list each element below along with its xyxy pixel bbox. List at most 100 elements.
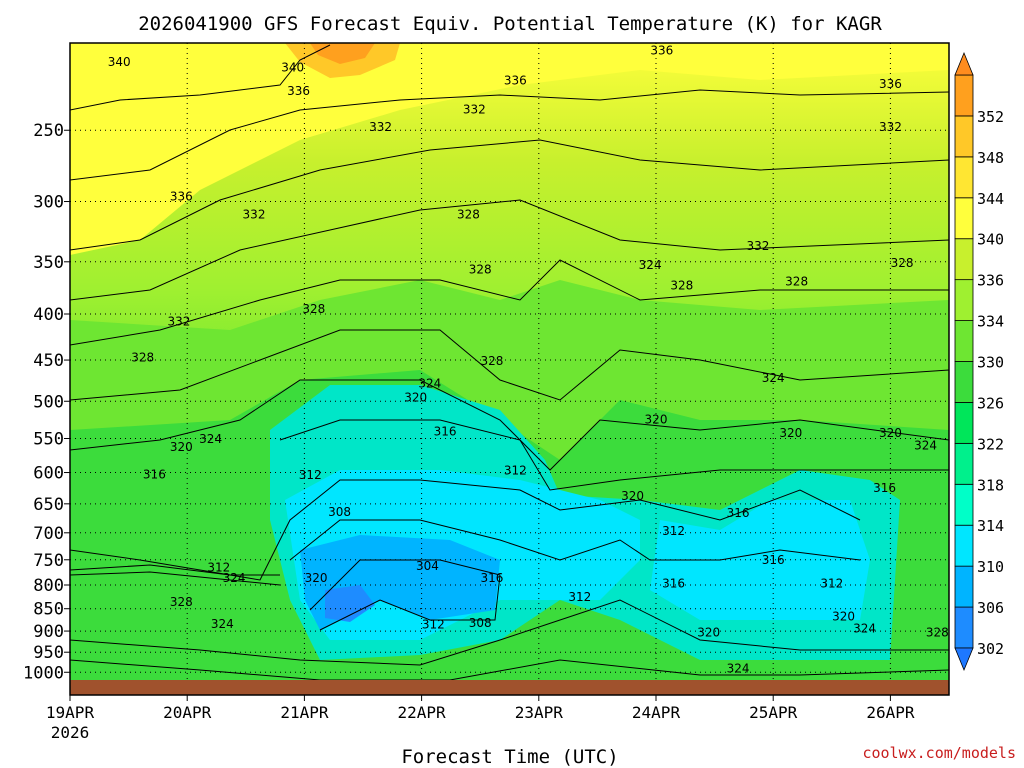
contour-line <box>279 419 949 491</box>
contour-label: 320 <box>879 426 902 440</box>
colorbar-segment <box>954 197 974 240</box>
colorbar-label: 352 <box>977 108 1004 126</box>
field-region-orange-inner <box>310 43 375 64</box>
contour-label: 316 <box>727 506 750 520</box>
colorbar-segment <box>954 606 974 649</box>
contour-label: 312 <box>299 468 322 482</box>
x-tick-label: 24APR <box>632 703 681 722</box>
y-tick-label: 650 <box>33 495 64 515</box>
contour-label: 328 <box>670 279 693 293</box>
colorbar-segment <box>954 74 974 117</box>
colorbar-label: 314 <box>977 517 1004 535</box>
contour-label: 324 <box>211 617 234 631</box>
ground-strip <box>70 680 949 695</box>
y-tick-label: 800 <box>33 576 64 596</box>
contour-label: 324 <box>199 432 222 446</box>
colorbar-label: 322 <box>977 435 1004 453</box>
contour-label: 328 <box>469 263 492 277</box>
contour-line <box>70 89 949 181</box>
contour-label: 316 <box>143 467 166 481</box>
colorbar-label: 310 <box>977 558 1004 576</box>
contour-label: 328 <box>131 350 154 364</box>
contour-line <box>70 571 281 586</box>
colorbar-segment <box>954 156 974 199</box>
contour-label: 312 <box>207 561 230 575</box>
colorbar-label: 302 <box>977 640 1004 658</box>
contour-label: 316 <box>662 577 685 591</box>
contour-label: 324 <box>418 377 441 391</box>
contour-label: 340 <box>108 55 131 69</box>
contour-label: 332 <box>879 120 902 134</box>
contour-label: 340 <box>281 61 304 75</box>
contour-label: 320 <box>621 489 644 503</box>
x-tick-year: 2026 <box>51 723 90 742</box>
contour-line <box>70 329 949 401</box>
contour-label: 316 <box>480 571 503 585</box>
contour-line <box>289 519 861 561</box>
contour-label: 316 <box>873 481 896 495</box>
x-tick-label: 21APR <box>280 703 329 722</box>
contour-label: 316 <box>762 553 785 567</box>
contour-line <box>70 199 949 301</box>
x-axis: 19APR 20APR 21APR 22APR 23APR 24APR 25APR 26APR <box>46 695 915 722</box>
colorbar-segment <box>954 483 974 526</box>
contour-label: 304 <box>416 559 439 573</box>
y-tick-label: 700 <box>33 524 64 544</box>
y-tick-label: 900 <box>33 622 64 642</box>
contour-line <box>70 44 331 111</box>
colorbar-label: 344 <box>977 190 1004 208</box>
contour-line <box>309 559 501 631</box>
colorbar-min-arrow <box>954 647 974 672</box>
contour-line <box>70 564 280 576</box>
contour-label: 328 <box>302 302 325 316</box>
x-tick-label: 22APR <box>398 703 447 722</box>
x-axis-label: Forecast Time (UTC) <box>401 746 618 768</box>
contour-label: 324 <box>762 371 785 385</box>
colorbar-segment <box>954 565 974 608</box>
contour-label: 328 <box>480 354 503 368</box>
y-tick-label: 300 <box>33 193 64 213</box>
y-tick-label: 950 <box>33 643 64 663</box>
contour-label: 324 <box>223 571 246 585</box>
contour-label: 312 <box>504 464 527 478</box>
contour-label: 336 <box>879 77 902 91</box>
contour-label: 324 <box>727 661 750 675</box>
x-tick-label: 20APR <box>163 703 212 722</box>
contour-label: 320 <box>645 413 668 427</box>
contour-label: 320 <box>305 571 328 585</box>
y-tick-label: 550 <box>33 430 64 450</box>
contour-label: 320 <box>170 440 193 454</box>
contour-label: 332 <box>369 120 392 134</box>
contour-lines <box>70 44 949 681</box>
contour-line <box>70 139 949 251</box>
colorbar-label: 348 <box>977 149 1004 167</box>
contour-label: 336 <box>650 44 673 58</box>
y-tick-label: 600 <box>33 464 64 484</box>
colorbar-label: 326 <box>977 394 1004 412</box>
contour-label: 332 <box>747 239 770 253</box>
contour-label: 332 <box>463 102 486 116</box>
y-tick-label: 400 <box>33 305 64 325</box>
x-tick-label: 26APR <box>866 703 915 722</box>
plot-frame <box>69 42 950 696</box>
contour-label: 324 <box>914 439 937 453</box>
field-region-upper-yellow <box>70 43 949 255</box>
contour-label: 312 <box>662 524 685 538</box>
colorbar-label: 318 <box>977 476 1004 494</box>
contour-label: 336 <box>170 189 193 203</box>
colorbar-label: 336 <box>977 272 1004 290</box>
x-tick-label: 19APR <box>46 703 95 722</box>
x-grid <box>186 43 891 680</box>
y-axis: 2503003504004505005506006507007508008509… <box>23 121 70 683</box>
y-tick-label: 350 <box>33 253 64 273</box>
contour-label: 328 <box>926 625 949 639</box>
chart-title: 2026041900 GFS Forecast Equiv. Potential… <box>138 13 882 35</box>
contour-label: 316 <box>434 424 457 438</box>
colorbar-label: 330 <box>977 354 1004 372</box>
colorbar: 302 306 310 314 318 322 326 330 334 336 340 344 348 3… <box>954 51 1004 672</box>
contour-line <box>70 259 949 346</box>
colorbar-segment <box>954 320 974 362</box>
y-tick-label: 450 <box>33 351 64 371</box>
contour-label: 332 <box>243 207 266 221</box>
